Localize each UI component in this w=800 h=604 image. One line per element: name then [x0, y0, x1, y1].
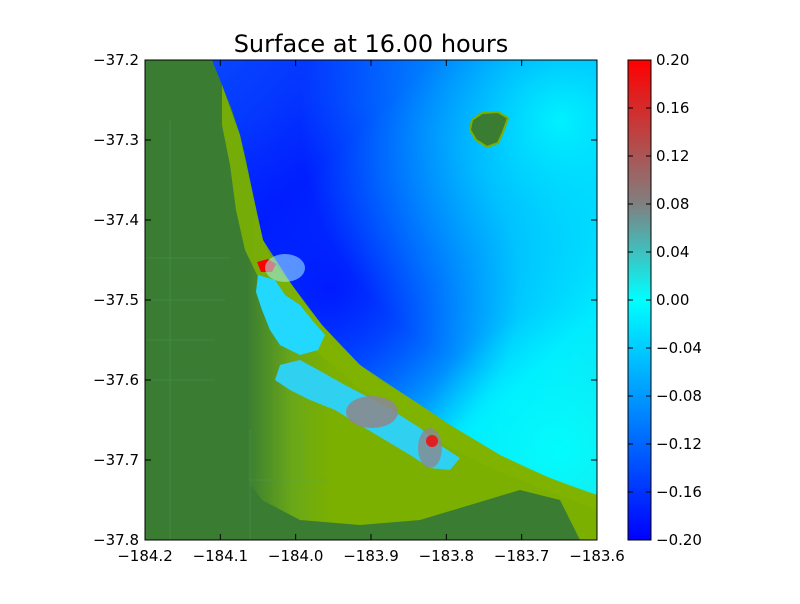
colorbar-tick-label: −0.16 [656, 483, 702, 501]
y-axis: −37.2 −37.3 −37.4 −37.5 −37.6 −37.7 −37.8 [93, 51, 597, 549]
offshore-island [468, 110, 510, 149]
y-tick-label: −37.2 [93, 51, 139, 69]
colorbar-tick-label: −0.04 [656, 339, 702, 357]
x-axis: −184.2 −184.1 −184.0 −183.9 −183.8 −183.7 −183… [117, 60, 625, 565]
harbour-water [256, 275, 325, 355]
plot-area [145, 60, 597, 540]
x-tick-label: −184.1 [193, 547, 249, 565]
land-tile-lines [145, 120, 330, 540]
colorbar-axis: 0.20 0.16 0.12 0.08 0.04 0.00 −0.04 −0.08 −0.12 −… [628, 51, 702, 549]
y-tick-label: −37.6 [93, 371, 139, 389]
inland-terrain [145, 60, 580, 540]
colorbar-tick-label: 0.00 [656, 291, 689, 309]
colorbar-tick-label: 0.12 [656, 147, 689, 165]
x-tick-label: −183.7 [494, 547, 550, 565]
colorbar-tick-label: −0.20 [656, 531, 702, 549]
north-glow [265, 254, 305, 282]
coastal-landmass [145, 60, 597, 540]
colorbar-tick-label: 0.08 [656, 195, 689, 213]
colorbar-tick-label: −0.12 [656, 435, 702, 453]
colorbar-tick-label: −0.08 [656, 387, 702, 405]
y-tick-label: −37.5 [93, 291, 139, 309]
colorbar-tick-label: 0.16 [656, 99, 689, 117]
y-tick-label: −37.4 [93, 211, 139, 229]
colorbar-tick-label: 0.04 [656, 243, 689, 261]
chart-title: Surface at 16.00 hours [234, 30, 509, 58]
x-tick-label: −183.9 [343, 547, 399, 565]
x-tick-label: −184.0 [268, 547, 324, 565]
harbour-high-anomaly [346, 396, 398, 428]
harbour-red-spot [426, 435, 438, 447]
x-tick-label: −183.8 [419, 547, 475, 565]
y-tick-label: −37.3 [93, 131, 139, 149]
harbour-high-anomaly-2 [418, 428, 442, 468]
y-tick-label: −37.7 [93, 451, 139, 469]
x-tick-label: −183.6 [569, 547, 625, 565]
colorbar-tick-label: 0.20 [656, 51, 689, 69]
y-tick-label: −37.8 [93, 531, 139, 549]
coastal-strip [222, 85, 597, 510]
x-tick-label: −184.2 [117, 547, 173, 565]
